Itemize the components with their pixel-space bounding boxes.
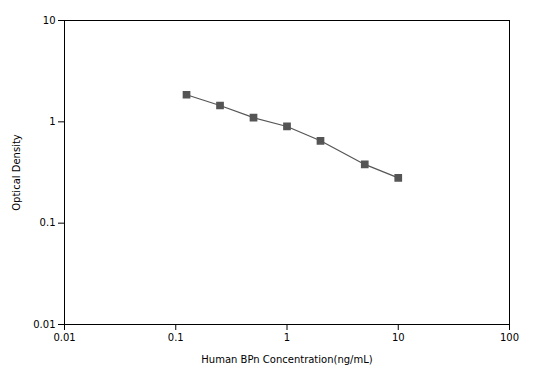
svg-text:10: 10: [392, 332, 405, 343]
svg-text:10: 10: [43, 15, 56, 26]
svg-text:Optical Density: Optical Density: [11, 134, 22, 211]
svg-text:1: 1: [49, 116, 55, 127]
svg-text:100: 100: [500, 332, 519, 343]
svg-text:0.1: 0.1: [168, 332, 184, 343]
svg-text:0.1: 0.1: [40, 217, 56, 228]
svg-text:0.01: 0.01: [53, 332, 75, 343]
svg-text:1: 1: [284, 332, 290, 343]
svg-text:0.01: 0.01: [33, 319, 55, 330]
svg-text:Human BPn Concentration(ng/mL): Human BPn Concentration(ng/mL): [201, 354, 372, 365]
